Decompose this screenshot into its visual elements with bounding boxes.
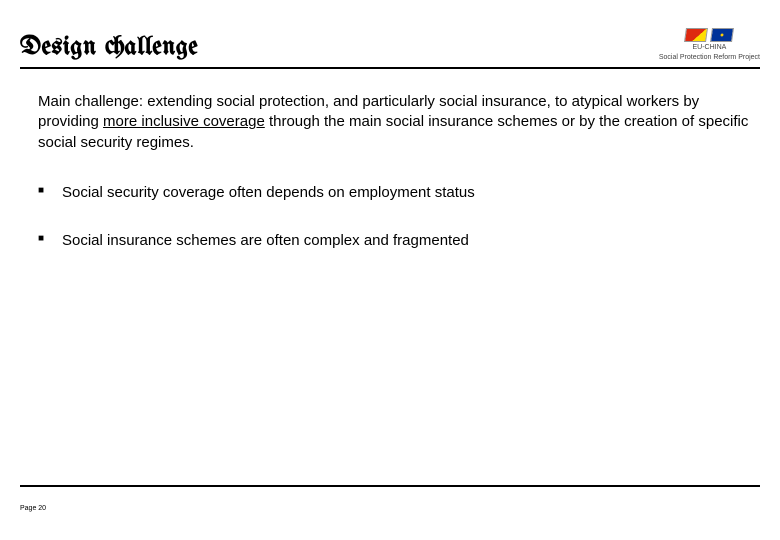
slide-title: Design challenge	[20, 34, 198, 61]
eu-flag-icon	[710, 28, 734, 42]
list-item: Social security coverage often depends o…	[38, 183, 752, 203]
slide: Design challenge EU-CHINA Social Protect…	[0, 0, 780, 540]
main-challenge-text: Main challenge: extending social protect…	[38, 92, 752, 153]
china-flag-icon	[684, 28, 708, 42]
list-item: Social insurance schemes are often compl…	[38, 231, 752, 251]
slide-body: Main challenge: extending social protect…	[38, 92, 752, 279]
flag-icon	[685, 28, 733, 42]
header: Design challenge EU-CHINA Social Protect…	[20, 28, 760, 69]
footer: Page 20	[20, 485, 760, 512]
logo-text-line2: Social Protection Reform Project	[659, 54, 760, 62]
bullet-list: Social security coverage often depends o…	[38, 183, 752, 252]
eu-china-logo: EU-CHINA Social Protection Reform Projec…	[659, 28, 760, 61]
logo-text-line1: EU-CHINA	[693, 44, 727, 52]
page-number: Page 20	[20, 505, 760, 512]
main-text-underlined: more inclusive coverage	[103, 113, 265, 130]
